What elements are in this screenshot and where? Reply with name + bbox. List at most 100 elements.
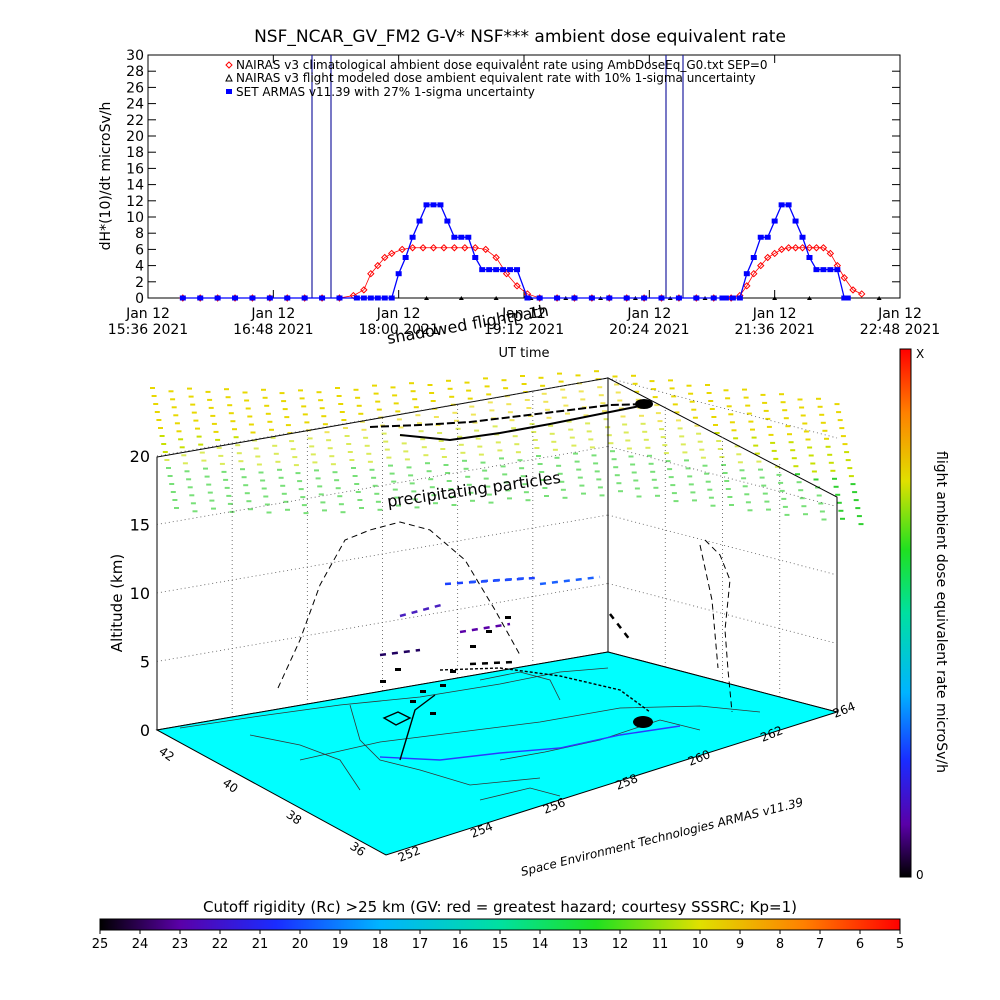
latitude-tick-label: 40 <box>220 776 241 796</box>
y-tick-label: 6 <box>135 242 144 258</box>
data-point <box>772 296 778 300</box>
colorbar-tick-label: 9 <box>736 937 744 952</box>
series-0 <box>179 244 866 302</box>
data-point <box>493 296 499 300</box>
flight-path-point <box>440 684 446 687</box>
legend-label: NAIRAS v3 flight modeled dose ambient eq… <box>236 71 756 85</box>
data-point <box>336 295 343 301</box>
data-point <box>750 255 757 260</box>
flight-path-shadow-dashed <box>277 521 733 713</box>
data-point <box>514 267 521 273</box>
data-point <box>813 267 820 273</box>
dose-rate-colorbar: X 0 flight ambient dose equivalent rate … <box>899 347 949 882</box>
flight-path-point <box>410 700 416 703</box>
data-point <box>367 295 374 301</box>
data-point <box>743 282 751 290</box>
y-tick-label: 16 <box>126 161 144 177</box>
data-point <box>440 244 448 252</box>
data-point <box>641 295 648 301</box>
y-tick-label: 10 <box>126 210 144 226</box>
flight-path-point <box>380 680 386 683</box>
z-axis-label: Altitude (km) <box>108 554 126 652</box>
x-tick-label: Jan 12 <box>626 306 671 322</box>
y-tick-label: 24 <box>126 97 144 113</box>
data-point <box>764 234 771 240</box>
flight-path-point <box>505 616 511 619</box>
y-tick-label: 8 <box>135 226 144 242</box>
data-point <box>844 295 851 301</box>
data-point <box>301 295 308 301</box>
colorbar-tick-label: 7 <box>816 937 824 952</box>
y-tick-label: 14 <box>126 178 144 194</box>
colorbar-tick-label: 20 <box>292 937 309 952</box>
colorbar-tick-label: 21 <box>252 937 269 952</box>
altitude-axis-ticks: 0 5 10 15 20 <box>130 447 150 740</box>
colorbar-tick-label: 14 <box>532 937 549 952</box>
x-tick-label: 18:00 2021 <box>358 322 438 338</box>
y-tick-label: 12 <box>126 194 144 210</box>
data-point <box>444 218 451 224</box>
data-point <box>729 295 736 301</box>
data-point <box>606 295 613 301</box>
latitude-tick-label: 42 <box>156 744 177 764</box>
data-point <box>493 267 500 273</box>
data-point <box>486 267 493 273</box>
colorbar-label: flight ambient dose equivalent rate micr… <box>933 451 949 773</box>
data-point <box>395 271 402 277</box>
data-point <box>458 296 464 300</box>
data-point <box>179 295 186 301</box>
x-tick-label: 19:12 2021 <box>484 322 564 338</box>
data-point <box>471 244 479 252</box>
series-line <box>182 247 862 299</box>
data-point <box>834 267 841 273</box>
data-point <box>430 202 437 208</box>
data-point <box>437 202 444 208</box>
data-point <box>374 295 381 301</box>
data-point <box>777 245 786 254</box>
map-flight-trace <box>379 667 681 761</box>
legend: NAIRAS v3 climatological ambient dose eq… <box>225 58 768 99</box>
data-point <box>429 244 438 252</box>
x-axis-label: UT time <box>499 346 550 361</box>
flight-path-point <box>395 668 401 671</box>
data-point <box>360 295 367 301</box>
data-point <box>778 202 785 208</box>
data-point <box>571 295 578 301</box>
data-point <box>710 295 717 301</box>
wall-gridlines <box>156 377 838 717</box>
data-point <box>214 295 221 301</box>
flight-path-point <box>420 690 426 693</box>
x-tick-label: Jan 12 <box>501 306 546 322</box>
data-point <box>381 253 389 262</box>
data-point <box>840 274 849 282</box>
data-point <box>798 244 807 252</box>
data-point <box>743 271 750 277</box>
legend-entry-nairas-climatological: NAIRAS v3 climatological ambient dose eq… <box>225 58 768 72</box>
y-tick-label: 0 <box>135 291 144 307</box>
x-tick-label: Jan 12 <box>752 306 797 322</box>
flight-path-point <box>430 712 436 715</box>
flight-path-3d-view: shadowed flightpath precipitating partic… <box>108 301 949 882</box>
data-point <box>360 286 368 294</box>
colorbar-tick-label: 22 <box>212 937 229 952</box>
data-point <box>465 234 472 240</box>
colorbar-tick-label: 5 <box>896 937 904 952</box>
colorbar-ticks: 25 24 23 22 21 20 19 18 17 16 15 14 13 12 11 10 9 8 7 6 5 <box>92 930 904 952</box>
y-axis-label: dH*(10)/dt microSv/h <box>98 102 114 251</box>
data-point <box>658 295 665 301</box>
data-point <box>849 286 857 294</box>
flight-path-segment <box>459 622 511 634</box>
data-point <box>806 255 813 260</box>
legend-entry-nairas-flight-modeled: NAIRAS v3 flight modeled dose ambient eq… <box>225 71 756 85</box>
series-2 <box>179 202 851 301</box>
data-point <box>502 269 511 278</box>
colorbar-top-label: X <box>916 347 924 361</box>
y-tick-label: 28 <box>126 64 144 80</box>
data-point <box>408 244 417 252</box>
dose-rate-timeseries-chart: NSF_NCAR_GV_FM2 G-V* NSF*** ambient dose… <box>98 27 940 361</box>
colorbar-tick-label: 8 <box>776 937 784 952</box>
data-point <box>500 267 507 273</box>
data-point <box>424 296 430 300</box>
data-point <box>792 218 799 224</box>
